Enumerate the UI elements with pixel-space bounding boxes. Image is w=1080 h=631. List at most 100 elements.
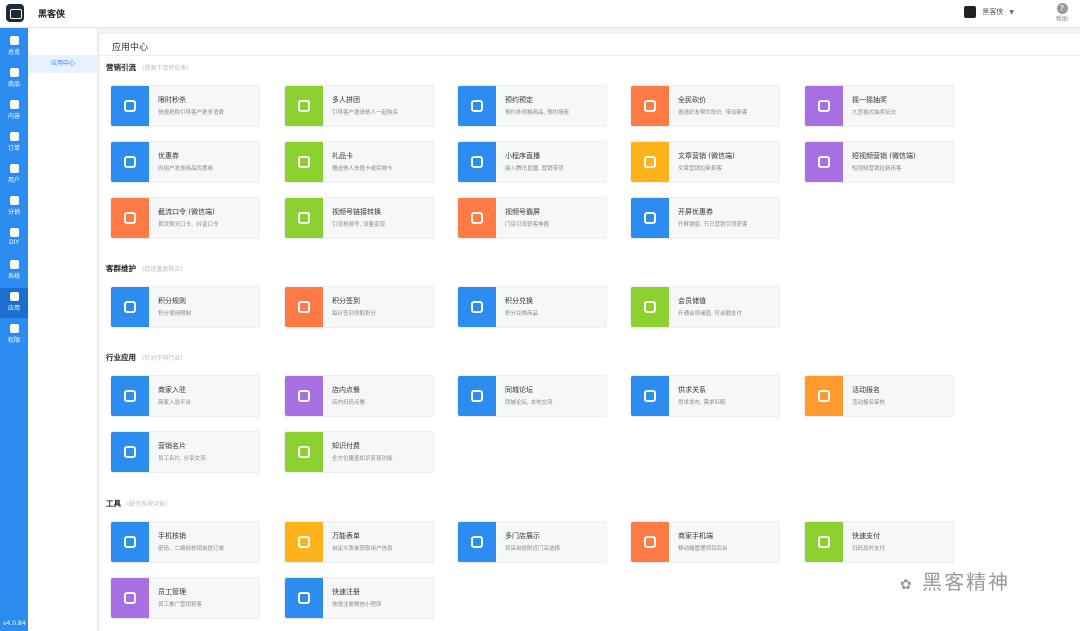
order-icon [9,132,19,141]
sidebar-item[interactable]: 分销 [0,192,28,222]
users-icon [9,196,19,205]
app-icon [285,142,323,182]
sidebar-item[interactable]: 应用 [0,288,28,318]
divider [100,55,1080,56]
app-card[interactable]: 开屏优惠券 开屏弹窗, 节日营销引流获客 [630,197,780,239]
app-description: 员工推广营销获客 [158,602,203,608]
app-glyph-icon [818,100,830,112]
subnav-item-app-center[interactable]: 应用中心 [28,55,98,73]
app-description: 密码、二维码核销自提订单 [158,546,225,552]
sidebar-item[interactable]: 内容 [0,96,28,126]
sidebar-item-label: 订单 [7,145,20,152]
app-name: 知识付费 [332,442,360,450]
app-icon [458,287,496,327]
main-content: 应用中心 营销引流 (提高下单转化率) 限时秒杀 快速抢购引导客户更多消费 多人拼团 引导… [100,34,1080,631]
app-description: 同城论坛, 本地交流 [505,400,553,406]
app-description: 移动端管理项目后台 [678,546,728,552]
app-glyph-icon [124,592,136,604]
user-icon [9,164,19,173]
app-name: 截流口令 (微信端) [158,208,215,216]
app-name: 开屏优惠券 [678,208,713,216]
app-card[interactable]: 店内点餐 店内扫码点餐 [284,375,434,417]
app-card[interactable]: 手机核销 密码、二维码核销自提订单 [110,521,260,563]
app-card[interactable]: 积分签到每日签到领取积分 [284,286,434,328]
app-glyph-icon [124,536,136,548]
app-card[interactable]: 万能表单 自定义表单获取用户信息 [284,521,434,563]
app-card[interactable]: 多人拼团 引导客户邀请他人一起购买 [284,85,434,127]
app-glyph-icon [644,390,656,402]
section-subtitle: (针对不同行业) [142,355,183,362]
app-glyph-icon [471,212,483,224]
app-card[interactable]: 商家手机端移动端管理项目后台 [630,521,780,563]
app-card[interactable]: 快速注册 快速注册微信小程序 [284,577,434,619]
sidebar-item[interactable]: 商品 [0,64,28,94]
app-description: 每日签到领取积分 [332,311,377,317]
app-logo[interactable] [6,4,24,22]
app-description: 九宫格式抽奖玩法 [852,110,897,116]
sidebar-item[interactable]: DIY [0,224,28,254]
app-card[interactable]: 同城论坛 同城论坛, 本地交流 [457,375,607,417]
sidebar-item[interactable]: 权限 [0,320,28,350]
app-card[interactable]: 文章营销 (微信端) 文章营销拉新拓客 [630,141,780,183]
app-card[interactable]: 优惠券 向用户发放商品优惠券 [110,141,260,183]
app-card[interactable]: 商家入驻 商家入驻平台 [110,375,260,417]
app-name: 小程序直播 [505,152,540,160]
app-glyph-icon [471,156,483,168]
app-description: 自定义表单获取用户信息 [332,546,393,552]
sidebar-item[interactable]: 总览 [0,32,28,62]
sidebar-item-label: 用户 [7,177,20,184]
user-menu[interactable]: 黑客侠 ▼ [964,6,1014,18]
app-icon [805,142,843,182]
app-icon [631,198,669,238]
page-title: 应用中心 [112,43,149,53]
app-description: 员工名片, 分享交流 [158,456,206,462]
app-card[interactable]: 积分规则 积分使用限制 [110,286,260,328]
app-glyph-icon [298,446,310,458]
app-card[interactable]: 全民砍价 邀请好友帮忙砍价, 带动新客 [630,85,780,127]
app-card[interactable]: 营销名片员工名片, 分享交流 [110,431,260,473]
app-card[interactable]: 活动报名 活动报名审核 [804,375,954,417]
app-name: 优惠券 [158,152,179,160]
app-card[interactable]: 会员储值 开通会员储值, 可余额支付 [630,286,780,328]
app-name: 摇一摇抽奖 [852,96,887,104]
sidebar-item[interactable]: 用户 [0,160,28,190]
sidebar-item[interactable]: 系统 [0,256,28,286]
app-glyph-icon [644,100,656,112]
app-name: 营销名片 [158,442,186,450]
app-card[interactable]: 视频号链接转换 引流视频号, 流量变现 [284,197,434,239]
app-card[interactable]: 供求关系 供求发布, 需求匹配 [630,375,780,417]
app-description: 短视频营销拉新拓客 [852,166,902,172]
app-name: 积分签到 [332,297,360,305]
app-name: 供求关系 [678,386,706,394]
app-card[interactable]: 限时秒杀 快速抢购引导客户更多消费 [110,85,260,127]
app-card[interactable]: 多门店展示 到店自提附近门店选择 [457,521,607,563]
avatar [964,6,977,18]
app-glyph-icon [124,301,136,313]
app-icon [458,86,496,126]
app-name: 员工管理 [158,588,186,596]
app-card[interactable]: 积分兑换 积分兑换商品 [457,286,607,328]
app-glyph-icon [818,390,830,402]
app-card[interactable]: 预约预定 预约多规格商品, 预约场座 [457,85,607,127]
app-card[interactable]: 知识付费 全方位覆盖知识变现功能 [284,431,434,473]
chevron-down-icon: ▼ [1009,8,1014,16]
app-card[interactable]: 快速支付 扫码及时支付 [804,521,954,563]
app-description: 文章营销拉新拓客 [678,166,723,172]
app-name: 积分规则 [158,297,186,305]
app-card[interactable]: 截流口令 (微信端) 首页聊天口令、抖音口令 [110,197,260,239]
app-card[interactable]: 礼品卡 赠送他人充值卡或实物卡 [284,141,434,183]
app-description: 预约多规格商品, 预约场座 [505,110,569,116]
help-button[interactable]: ? 帮助 [1054,3,1070,23]
sidebar-item[interactable]: 订单 [0,128,28,158]
app-card[interactable]: 视频号霸屏 门店引流获客神器 [457,197,607,239]
app-icon [285,432,323,472]
app-card[interactable]: 小程序直播 接入腾讯直播, 营销带货 [457,141,607,183]
app-icon [285,198,323,238]
app-icon [631,376,669,416]
app-card[interactable]: 摇一摇抽奖九宫格式抽奖玩法 [804,85,954,127]
section-title-text: 工具 [106,499,121,508]
app-name: 商家手机端 [678,532,713,540]
app-card[interactable]: 短视频营销 (微信端) 短视频营销拉新拓客 [804,141,954,183]
sidebar-item-label: 应用 [7,305,20,312]
app-card[interactable]: 员工管理员工推广营销获客 [110,577,260,619]
